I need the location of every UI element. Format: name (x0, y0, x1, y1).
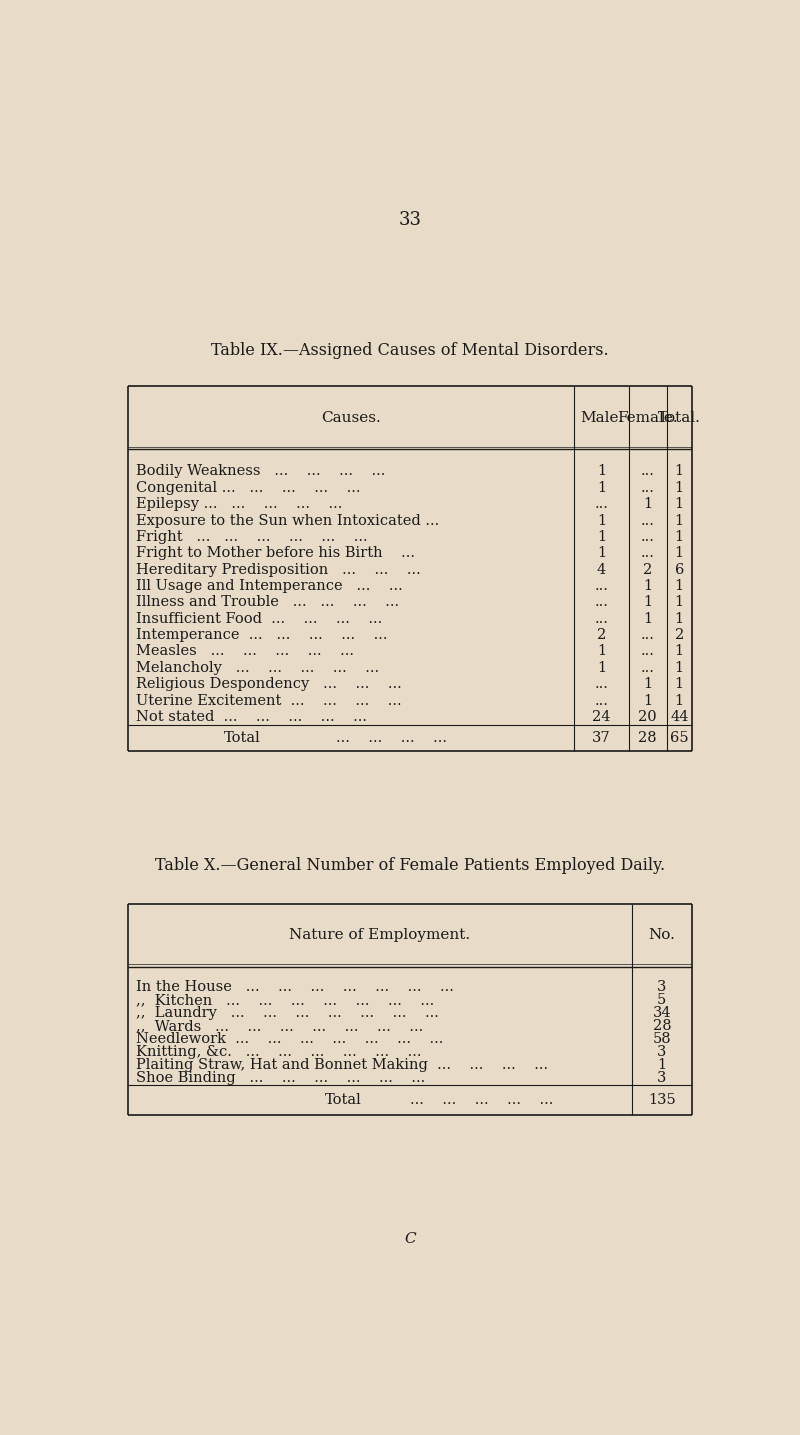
Text: 1: 1 (643, 578, 652, 593)
Text: Religious Despondency   ...    ...    ...: Religious Despondency ... ... ... (136, 677, 402, 692)
Text: Exposure to the Sun when Intoxicated ...: Exposure to the Sun when Intoxicated ... (136, 514, 439, 528)
Text: ...: ... (641, 660, 654, 674)
Text: ,,  Wards   ...    ...    ...    ...    ...    ...    ...: ,, Wards ... ... ... ... ... ... ... (136, 1019, 423, 1033)
Text: ...: ... (594, 497, 608, 511)
Text: 4: 4 (597, 563, 606, 577)
Text: 1: 1 (643, 693, 652, 707)
Text: 24: 24 (592, 710, 610, 723)
Text: Congenital ...   ...    ...    ...    ...: Congenital ... ... ... ... ... (136, 481, 360, 495)
Text: Knitting, &c.   ...    ...    ...    ...    ...    ...: Knitting, &c. ... ... ... ... ... ... (136, 1045, 421, 1059)
Text: ...: ... (594, 596, 608, 610)
Text: 28: 28 (653, 1019, 671, 1033)
Text: ...: ... (594, 693, 608, 707)
Text: Total: Total (224, 732, 261, 745)
Text: Table X.—General Number of Female Patients Employed Daily.: Table X.—General Number of Female Patien… (155, 857, 665, 874)
Text: 1: 1 (674, 497, 684, 511)
Text: 28: 28 (638, 732, 657, 745)
Text: C: C (404, 1231, 416, 1246)
Text: 1: 1 (674, 611, 684, 626)
Text: Nature of Employment.: Nature of Employment. (290, 928, 470, 943)
Text: 1: 1 (674, 547, 684, 560)
Text: Causes.: Causes. (322, 410, 381, 425)
Text: Hereditary Predisposition   ...    ...    ...: Hereditary Predisposition ... ... ... (136, 563, 421, 577)
Text: 1: 1 (674, 693, 684, 707)
Text: 1: 1 (674, 465, 684, 478)
Text: 1: 1 (674, 578, 684, 593)
Text: 1: 1 (597, 514, 606, 528)
Text: 1: 1 (597, 530, 606, 544)
Text: 5: 5 (658, 993, 666, 1007)
Text: 65: 65 (670, 732, 689, 745)
Text: 2: 2 (643, 563, 652, 577)
Text: ,,  Kitchen   ...    ...    ...    ...    ...    ...    ...: ,, Kitchen ... ... ... ... ... ... ... (136, 993, 434, 1007)
Text: In the House   ...    ...    ...    ...    ...    ...    ...: In the House ... ... ... ... ... ... ... (136, 980, 454, 994)
Text: Plaiting Straw, Hat and Bonnet Making  ...    ...    ...    ...: Plaiting Straw, Hat and Bonnet Making ..… (136, 1058, 548, 1072)
Text: ,,  Laundry   ...    ...    ...    ...    ...    ...    ...: ,, Laundry ... ... ... ... ... ... ... (136, 1006, 438, 1020)
Text: ...: ... (641, 514, 654, 528)
Text: ...: ... (641, 465, 654, 478)
Text: 2: 2 (597, 629, 606, 641)
Text: Total.: Total. (658, 410, 701, 425)
Text: 1: 1 (658, 1058, 666, 1072)
Text: ...    ...    ...    ...: ... ... ... ... (336, 732, 447, 745)
Text: Intemperance  ...   ...    ...    ...    ...: Intemperance ... ... ... ... ... (136, 629, 387, 641)
Text: 58: 58 (653, 1032, 671, 1046)
Text: ...: ... (641, 644, 654, 659)
Text: ...: ... (594, 677, 608, 692)
Text: Insufficient Food  ...    ...    ...    ...: Insufficient Food ... ... ... ... (136, 611, 382, 626)
Text: 2: 2 (674, 629, 684, 641)
Text: Female.: Female. (618, 410, 678, 425)
Text: 33: 33 (398, 211, 422, 230)
Text: Shoe Binding   ...    ...    ...    ...    ...    ...: Shoe Binding ... ... ... ... ... ... (136, 1071, 425, 1085)
Text: 6: 6 (674, 563, 684, 577)
Text: ...: ... (641, 481, 654, 495)
Text: 1: 1 (643, 596, 652, 610)
Text: Melancholy   ...    ...    ...    ...    ...: Melancholy ... ... ... ... ... (136, 660, 378, 674)
Text: ...: ... (594, 611, 608, 626)
Text: 1: 1 (597, 547, 606, 560)
Text: 1: 1 (643, 677, 652, 692)
Text: Epilepsy ...   ...    ...    ...    ...: Epilepsy ... ... ... ... ... (136, 497, 342, 511)
Text: Total: Total (325, 1093, 362, 1106)
Text: 20: 20 (638, 710, 657, 723)
Text: Uterine Excitement  ...    ...    ...    ...: Uterine Excitement ... ... ... ... (136, 693, 402, 707)
Text: 34: 34 (653, 1006, 671, 1020)
Text: 135: 135 (648, 1093, 676, 1106)
Text: 3: 3 (657, 980, 666, 994)
Text: Table IX.—Assigned Causes of Mental Disorders.: Table IX.—Assigned Causes of Mental Diso… (211, 343, 609, 359)
Text: 1: 1 (674, 660, 684, 674)
Text: ...: ... (641, 547, 654, 560)
Text: 1: 1 (674, 481, 684, 495)
Text: Fright   ...   ...    ...    ...    ...    ...: Fright ... ... ... ... ... ... (136, 530, 367, 544)
Text: Illness and Trouble   ...   ...    ...    ...: Illness and Trouble ... ... ... ... (136, 596, 398, 610)
Text: Male.: Male. (580, 410, 623, 425)
Text: Not stated  ...    ...    ...    ...    ...: Not stated ... ... ... ... ... (136, 710, 366, 723)
Text: ...: ... (641, 629, 654, 641)
Text: 1: 1 (674, 644, 684, 659)
Text: No.: No. (649, 928, 675, 943)
Text: 44: 44 (670, 710, 689, 723)
Text: 1: 1 (643, 611, 652, 626)
Text: ...: ... (641, 530, 654, 544)
Text: 1: 1 (597, 644, 606, 659)
Text: ...: ... (594, 578, 608, 593)
Text: Measles   ...    ...    ...    ...    ...: Measles ... ... ... ... ... (136, 644, 354, 659)
Text: 1: 1 (597, 481, 606, 495)
Text: Ill Usage and Intemperance   ...    ...: Ill Usage and Intemperance ... ... (136, 578, 402, 593)
Text: 1: 1 (597, 465, 606, 478)
Text: 1: 1 (674, 530, 684, 544)
Text: 3: 3 (657, 1071, 666, 1085)
Text: Fright to Mother before his Birth    ...: Fright to Mother before his Birth ... (136, 547, 414, 560)
Text: 1: 1 (597, 660, 606, 674)
Text: Needlework  ...    ...    ...    ...    ...    ...    ...: Needlework ... ... ... ... ... ... ... (136, 1032, 443, 1046)
Text: 1: 1 (643, 497, 652, 511)
Text: Bodily Weakness   ...    ...    ...    ...: Bodily Weakness ... ... ... ... (136, 465, 385, 478)
Text: 37: 37 (592, 732, 610, 745)
Text: 1: 1 (674, 677, 684, 692)
Text: 1: 1 (674, 596, 684, 610)
Text: 3: 3 (657, 1045, 666, 1059)
Text: 1: 1 (674, 514, 684, 528)
Text: ...    ...    ...    ...    ...: ... ... ... ... ... (410, 1093, 554, 1106)
